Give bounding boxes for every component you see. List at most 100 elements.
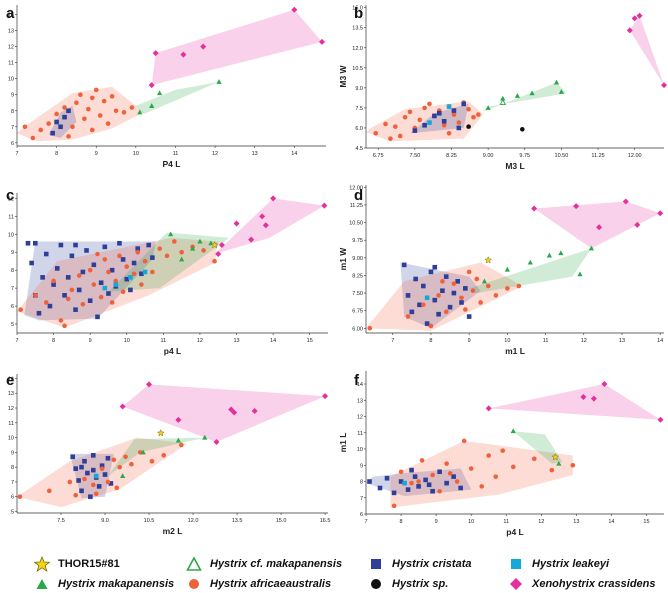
data-point-africaeaustralis	[51, 278, 56, 284]
data-point-xenohystrix	[590, 395, 597, 402]
x-tick-label: 6.75	[373, 153, 384, 159]
x-tick-label: 9.0	[101, 518, 109, 524]
data-point-cristata	[54, 266, 60, 271]
data-point-cristata	[73, 466, 78, 471]
data-point-xenohystrix	[231, 409, 238, 416]
y-tick-label: 12.0	[352, 46, 363, 52]
data-point-cristata	[432, 264, 438, 270]
data-point-cristata	[416, 484, 421, 489]
data-point-africaeaustralis	[54, 111, 59, 117]
x-tick-label: 8.25	[446, 153, 457, 159]
data-point-africaeaustralis	[461, 438, 467, 444]
data-point-africaeaustralis	[74, 100, 79, 106]
x-tick-label: 7	[364, 519, 367, 525]
y-tick-label: 13	[357, 398, 363, 404]
y-tick-label: 6	[360, 512, 363, 518]
data-point-africaeaustralis	[471, 114, 476, 120]
x-tick-label: 14	[657, 338, 663, 344]
data-point-cristata	[131, 260, 137, 266]
data-point-cristata	[82, 458, 87, 464]
data-point-thor	[156, 429, 165, 437]
data-point-makapanensis	[529, 90, 535, 96]
data-point-cristata	[90, 453, 96, 458]
data-point-cristata	[50, 130, 55, 136]
x-tick-label: 10	[504, 338, 510, 344]
data-point-leakeyi	[128, 275, 133, 280]
x-tick-label: 8	[55, 151, 58, 157]
data-point-africaeaustralis	[443, 309, 449, 315]
x-tick-label: 14	[270, 338, 276, 344]
data-point-xenohystrix	[322, 393, 329, 400]
y-tick-label: 6.00	[352, 326, 363, 332]
data-point-cristata	[62, 114, 67, 120]
data-point-leakeyi	[446, 104, 452, 109]
data-point-africaeaustralis	[451, 281, 457, 286]
x-tick-label: 12.00	[628, 153, 642, 159]
y-tick-label: 10.50	[349, 221, 363, 227]
x-tick-label: 11	[160, 338, 166, 344]
data-point-africaeaustralis	[99, 466, 105, 471]
hull-xenohystrix	[629, 15, 664, 86]
x-tick-label: 9.75	[519, 153, 530, 159]
data-point-cristata	[90, 467, 96, 473]
data-point-cristata	[120, 257, 126, 262]
data-point-africaeaustralis	[397, 133, 403, 139]
data-point-africaeaustralis	[373, 130, 379, 136]
data-point-africaeaustralis	[109, 94, 115, 99]
data-point-cristata	[443, 274, 449, 279]
data-point-cristata	[79, 488, 84, 494]
data-point-thor	[210, 240, 219, 249]
data-point-thor	[551, 453, 560, 461]
data-point-cristata	[459, 300, 464, 305]
data-point-cristata	[99, 463, 105, 468]
data-point-makapanensis	[577, 271, 583, 277]
data-point-xenohystrix	[218, 242, 225, 249]
data-point-makapanensis	[504, 266, 510, 272]
data-point-cristata	[458, 485, 463, 491]
data-point-africaeaustralis	[82, 116, 87, 122]
data-point-africaeaustralis	[22, 124, 28, 130]
data-point-leakeyi	[424, 295, 430, 301]
data-point-sp	[466, 124, 471, 129]
data-point-xenohystrix	[146, 381, 153, 388]
data-point-africaeaustralis	[402, 114, 408, 120]
data-point-cristata	[108, 481, 114, 486]
data-point-africaeaustralis	[67, 479, 73, 485]
data-point-cristata	[47, 303, 53, 309]
data-point-africaeaustralis	[417, 117, 423, 123]
x-axis-label: P4 L	[163, 159, 181, 169]
y-tick-label: 5	[11, 510, 14, 516]
data-point-cristata	[73, 242, 78, 248]
data-point-cristata	[98, 280, 104, 286]
y-tick-label: 12	[8, 45, 14, 51]
x-tick-label: 7	[15, 151, 18, 157]
data-point-africaeaustralis	[43, 300, 49, 305]
data-point-cristata	[417, 302, 422, 308]
y-tick-label: 6	[11, 495, 14, 501]
y-tick-label: 6	[11, 141, 14, 147]
data-point-africaeaustralis	[474, 276, 480, 282]
data-point-africaeaustralis	[500, 448, 506, 453]
data-point-cristata	[54, 119, 59, 125]
data-point-africaeaustralis	[516, 283, 522, 289]
data-point-xenohystrix	[180, 51, 187, 58]
data-point-africaeaustralis	[441, 122, 447, 128]
y-tick-label: 11	[357, 431, 363, 437]
y-tick-label: 13	[8, 29, 14, 35]
square-icon	[371, 559, 381, 569]
data-point-africaeaustralis	[114, 485, 120, 491]
data-point-africaeaustralis	[113, 278, 119, 284]
data-point-cristata	[36, 310, 42, 316]
data-point-makapanensis	[558, 89, 565, 94]
data-point-africaeaustralis	[428, 323, 434, 329]
data-point-xenohystrix	[531, 205, 538, 212]
legend-item: Hystrix makapanensis	[34, 576, 174, 592]
data-point-makapanensis	[149, 103, 155, 108]
data-point-africaeaustralis	[478, 300, 483, 305]
data-point-makapanensis	[510, 428, 516, 434]
data-point-africaeaustralis	[466, 106, 471, 112]
data-point-africaeaustralis	[427, 101, 432, 107]
data-point-africaeaustralis	[97, 113, 103, 118]
data-point-africaeaustralis	[129, 105, 135, 110]
data-point-africaeaustralis	[437, 488, 442, 494]
